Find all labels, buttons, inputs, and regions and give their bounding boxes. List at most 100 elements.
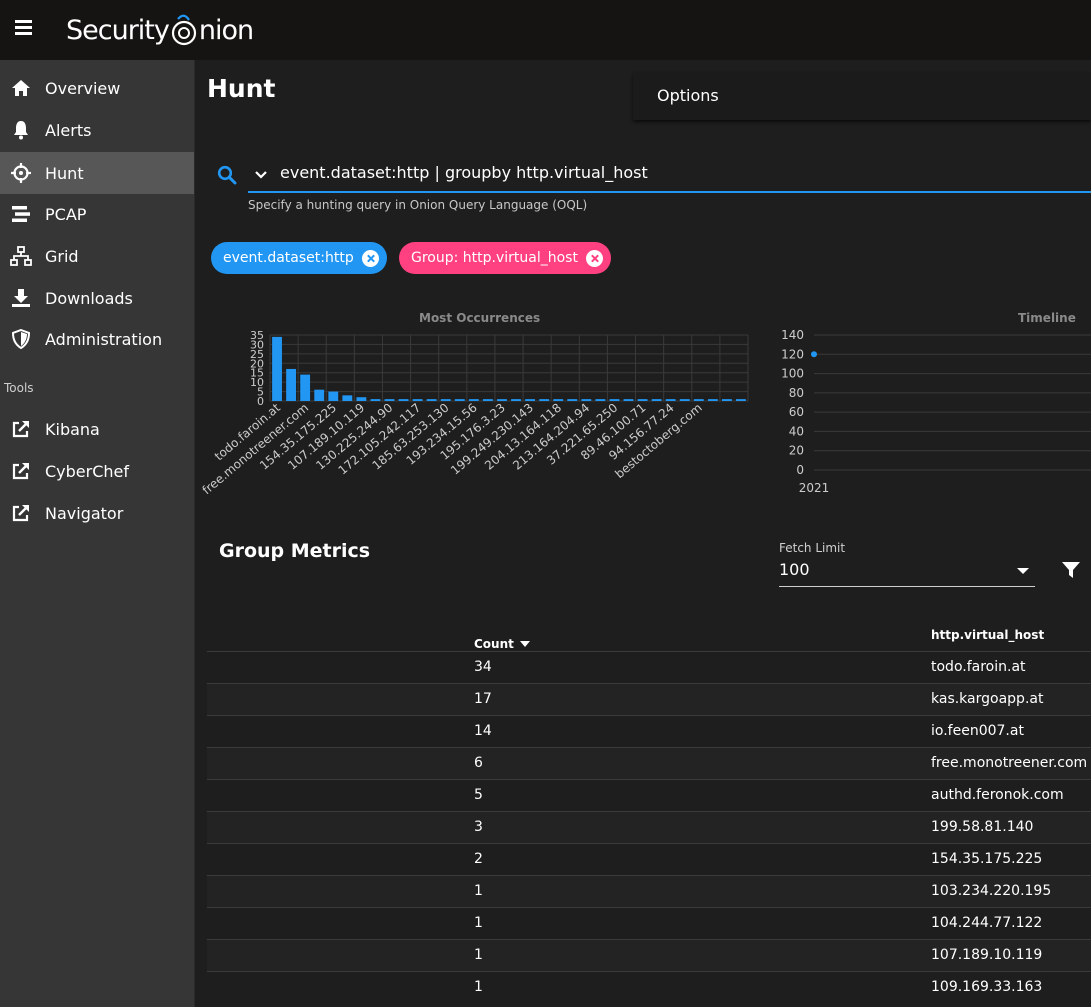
bar [707, 399, 718, 401]
column-header-host[interactable]: http.virtual_host [931, 628, 1045, 642]
close-icon[interactable] [361, 249, 379, 267]
y-tick-label: 0 [257, 395, 264, 408]
host-cell[interactable]: 107.189.10.119 [931, 947, 1043, 963]
fetch-limit-value: 100 [779, 560, 810, 579]
bar [342, 395, 353, 401]
query-input[interactable]: event.dataset:http | groupby http.virtua… [248, 160, 1091, 193]
chevron-down-icon[interactable] [253, 167, 269, 187]
timeline-chart: 0 20 40 60 80 100 120 140 2021 [781, 328, 1091, 495]
query-text[interactable]: event.dataset:http | groupby http.virtua… [280, 163, 648, 182]
filter-icon[interactable] [1061, 560, 1081, 584]
sidebar-item-grid[interactable]: Grid [0, 235, 194, 277]
y-tick-label: 15 [250, 367, 264, 380]
sidebar-item-label: Administration [45, 329, 163, 349]
y-tick-label: 80 [789, 386, 804, 400]
hamburger-menu-icon[interactable] [15, 20, 32, 35]
sidebar-item-label: Overview [45, 78, 121, 98]
filter-chip-groupby[interactable]: Group: http.virtual_host [399, 242, 611, 274]
bar [623, 399, 634, 401]
bar [398, 399, 409, 401]
y-tick-label: 5 [257, 386, 264, 399]
y-tick-label: 120 [781, 347, 804, 361]
count-cell: 1 [474, 883, 483, 899]
bar [721, 399, 732, 401]
host-cell[interactable]: 103.234.220.195 [931, 883, 1052, 899]
bar [356, 397, 367, 401]
sidebar-item-cyberchef[interactable]: CyberChef [0, 450, 194, 492]
sidebar-item-overview[interactable]: Overview [0, 67, 194, 109]
sidebar-item-label: Alerts [45, 120, 92, 140]
table-row[interactable]: 6 free.monotreener.com [207, 747, 1091, 779]
host-cell[interactable]: kas.kargoapp.at [931, 691, 1044, 707]
table-row[interactable]: 1 104.244.77.122 [207, 907, 1091, 939]
table-row[interactable]: 5 authd.feronok.com [207, 779, 1091, 811]
external-link-icon [10, 418, 32, 440]
options-label: Options [657, 86, 719, 105]
stream-icon [10, 203, 32, 225]
bar [497, 399, 507, 401]
y-tick-label: 40 [789, 424, 804, 438]
sidebar-item-kibana[interactable]: Kibana [0, 408, 194, 450]
bar [567, 399, 578, 401]
bar [454, 399, 465, 401]
host-cell[interactable]: 109.169.33.163 [931, 979, 1043, 995]
close-icon[interactable] [585, 249, 603, 267]
table-row[interactable]: 2 154.35.175.225 [207, 843, 1091, 875]
y-tick-label: 100 [781, 367, 804, 381]
host-cell[interactable]: io.feen007.at [931, 723, 1024, 739]
bar [328, 391, 339, 401]
bar [468, 399, 479, 401]
onion-logo-icon [169, 10, 199, 50]
sidebar-item-downloads[interactable]: Downloads [0, 277, 194, 319]
table-row[interactable]: 1 107.189.10.119 [207, 939, 1091, 971]
sidebar-item-label: Grid [45, 246, 79, 266]
filter-chip-dataset[interactable]: event.dataset:http [211, 242, 387, 274]
bar [736, 399, 746, 401]
count-cell: 14 [474, 723, 492, 739]
bar [679, 399, 690, 401]
y-tick-label: 60 [789, 405, 804, 419]
host-cell[interactable]: 104.244.77.122 [931, 915, 1043, 931]
host-cell[interactable]: 154.35.175.225 [931, 851, 1043, 867]
bar [370, 399, 381, 401]
table-row[interactable]: 1 103.234.220.195 [207, 875, 1091, 907]
fetch-limit-select[interactable]: 100 [779, 556, 1035, 587]
search-icon[interactable] [217, 165, 237, 189]
options-panel[interactable]: Options [633, 72, 1091, 120]
bar [384, 399, 395, 401]
table-row[interactable]: 34 todo.faroin.at [207, 651, 1091, 683]
table-body: 34 todo.faroin.at 17 kas.kargoapp.at 14 io.fe… [207, 651, 1091, 1003]
bar [539, 399, 550, 401]
most-occurrences-bar-chart: 05101520253035todo.faroin.atfree.monotre… [200, 329, 749, 497]
bar [300, 374, 311, 401]
host-cell[interactable]: todo.faroin.at [931, 659, 1026, 675]
external-link-icon [10, 460, 32, 482]
host-cell[interactable]: authd.feronok.com [931, 787, 1064, 803]
group-metrics-title: Group Metrics [219, 540, 371, 562]
bar [651, 399, 662, 401]
y-tick-label: 35 [250, 329, 264, 342]
sidebar-item-pcap[interactable]: PCAP [0, 193, 194, 235]
column-header-count[interactable]: Count [474, 628, 530, 660]
table-row[interactable]: 1 109.169.33.163 [207, 971, 1091, 1003]
sitemap-icon [10, 245, 32, 267]
bar [595, 399, 606, 401]
count-cell: 1 [474, 947, 483, 963]
data-point [811, 351, 817, 358]
sidebar-item-navigator[interactable]: Navigator [0, 492, 194, 534]
sidebar-item-label: Hunt [45, 163, 84, 183]
crosshairs-icon [10, 162, 32, 184]
table-row[interactable]: 3 199.58.81.140 [207, 811, 1091, 843]
sidebar-item-administration[interactable]: Administration [0, 318, 194, 360]
caret-down-icon [1017, 568, 1029, 574]
sidebar-item-label: Navigator [45, 503, 124, 523]
sidebar-item-label: CyberChef [45, 461, 130, 481]
table-row[interactable]: 17 kas.kargoapp.at [207, 683, 1091, 715]
download-icon [10, 287, 32, 309]
sidebar-item-alerts[interactable]: Alerts [0, 109, 194, 151]
host-cell[interactable]: free.monotreener.com [931, 755, 1088, 771]
query-hint: Specify a hunting query in Onion Query L… [248, 198, 588, 212]
host-cell[interactable]: 199.58.81.140 [931, 819, 1034, 835]
table-row[interactable]: 14 io.feen007.at [207, 715, 1091, 747]
sidebar-item-hunt[interactable]: Hunt [0, 152, 194, 194]
